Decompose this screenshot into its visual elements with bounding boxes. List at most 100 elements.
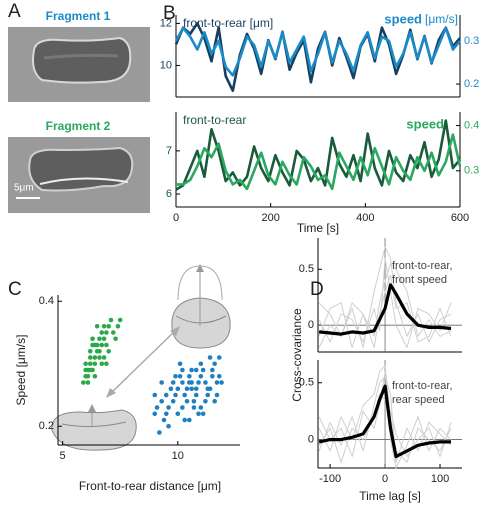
- scatter-point: [182, 417, 188, 423]
- scatter-point: [101, 355, 107, 360]
- scatter-point: [205, 392, 211, 398]
- scatter-point: [87, 355, 93, 360]
- x-tick-label: 5: [60, 450, 66, 462]
- scale-bar-label: 5μm: [14, 183, 34, 194]
- scatter-point: [180, 367, 185, 373]
- scatter-point: [198, 373, 204, 379]
- series-label: speed: [384, 11, 422, 26]
- scatter-point: [106, 323, 111, 329]
- scatter-point: [83, 367, 88, 373]
- scatter-point: [159, 398, 164, 404]
- scatter-point: [85, 380, 91, 385]
- series-line: [175, 119, 462, 191]
- x-tick-label: 200: [261, 212, 279, 224]
- scatter-point: [154, 405, 160, 410]
- scatter-point: [212, 361, 217, 367]
- scatter-point: [115, 323, 121, 329]
- scatter-point: [83, 361, 88, 367]
- y2-tick-label: 0.4: [464, 119, 479, 131]
- scatter-point: [182, 392, 188, 398]
- fragment-image: [8, 137, 150, 213]
- scatter-point: [180, 380, 185, 385]
- scatter-point: [92, 355, 98, 360]
- fragment-label: Fragment 2: [46, 119, 111, 133]
- scatter-point: [189, 386, 194, 392]
- x-tick-label: 400: [356, 212, 374, 224]
- scatter-point: [152, 411, 158, 417]
- scatter-point: [104, 361, 109, 367]
- y-tick-label: 12: [160, 17, 172, 29]
- scatter-point: [200, 411, 206, 417]
- scatter-point: [196, 380, 201, 385]
- scatter-point: [214, 380, 220, 385]
- scatter-point: [87, 361, 93, 367]
- x-axis-label: Time [s]: [297, 221, 339, 235]
- panel-label: B: [163, 3, 176, 24]
- scatter-point: [170, 398, 176, 404]
- x-tick-label: 600: [451, 212, 469, 224]
- annotation: front-to-rear,: [392, 380, 453, 392]
- series-line: [318, 365, 452, 463]
- scatter-point: [210, 373, 215, 379]
- scatter-point: [94, 323, 100, 329]
- scatter-point: [159, 380, 164, 385]
- series-line: [318, 393, 452, 463]
- scatter-point: [97, 355, 102, 360]
- y-tick-label: 0: [308, 433, 314, 445]
- cell-cartoon: [51, 404, 137, 451]
- series-line: [176, 133, 462, 191]
- y-axis-label: Cross-covariance: [290, 308, 304, 402]
- scatter-point: [90, 336, 95, 342]
- scatter-point: [198, 405, 204, 410]
- scatter-point: [189, 367, 194, 373]
- scatter-point: [219, 380, 224, 385]
- scatter-point: [101, 323, 107, 329]
- y-tick-label: 0: [308, 319, 314, 331]
- scatter-point: [152, 392, 158, 398]
- panel-label: A: [8, 1, 21, 22]
- series-line: [174, 26, 462, 77]
- scatter-point: [214, 392, 220, 398]
- scatter-point: [180, 405, 185, 410]
- x-tick-label: 100: [431, 473, 449, 485]
- scatter-point: [87, 348, 93, 354]
- scatter-point: [187, 417, 192, 423]
- x-axis-label: Time lag [s]: [359, 489, 421, 503]
- panel-label: D: [310, 279, 324, 300]
- scatter-point: [99, 342, 105, 348]
- scatter-point: [177, 361, 183, 367]
- series-line: [318, 283, 452, 336]
- x-axis-label: Front-to-rear distance [μm]: [79, 479, 221, 493]
- scatter-point: [163, 411, 169, 417]
- series-line: [318, 246, 452, 348]
- scatter-point: [175, 386, 181, 392]
- scatter-point: [193, 386, 199, 392]
- scatter-point: [198, 361, 204, 367]
- scatter-point: [170, 380, 176, 385]
- series-label: front-to-rear: [183, 113, 246, 127]
- fragment-image: [8, 27, 150, 102]
- panel-label: C: [8, 279, 22, 300]
- scatter-point: [163, 392, 169, 398]
- y-tick-label: 0.5: [299, 263, 314, 275]
- scatter-point: [193, 392, 199, 398]
- y2-tick-label: 0.3: [464, 35, 479, 47]
- y-tick-label: 10: [160, 59, 172, 71]
- y-tick-label: 7: [166, 145, 172, 157]
- scatter-point: [216, 373, 222, 379]
- scatter-point: [92, 361, 98, 367]
- y-tick-label: 0.4: [39, 295, 54, 307]
- y2-tick-label: 0.3: [464, 165, 479, 177]
- series-line: [318, 274, 452, 348]
- scatter-point: [184, 398, 190, 404]
- scatter-point: [207, 386, 213, 392]
- x-tick-label: -100: [319, 473, 341, 485]
- scatter-point: [189, 380, 194, 385]
- y-tick-label: 0.5: [299, 377, 314, 389]
- annotation: front-to-rear,: [392, 260, 453, 272]
- cell-cartoon: [171, 264, 231, 349]
- x-tick-label: 0: [173, 212, 179, 224]
- series-label: front-to-rear [μm]: [183, 16, 273, 30]
- scatter-point: [99, 361, 105, 367]
- series-line: [318, 384, 451, 459]
